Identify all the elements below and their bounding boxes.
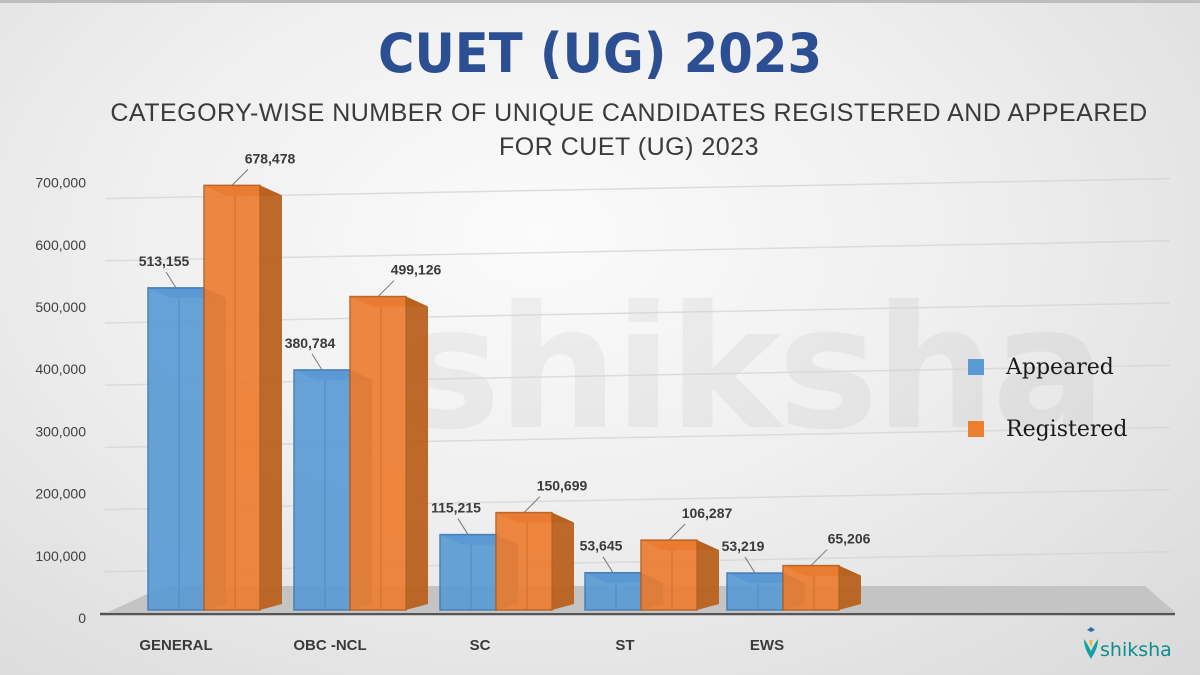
y-tick-label: 0	[78, 610, 86, 626]
x-category-label: GENERAL	[139, 637, 212, 654]
data-label-registered: 65,206	[828, 531, 871, 547]
bar-registered	[349, 295, 428, 611]
data-labels: 513,155 678,478 380,784 499,126 115,215 150,6…	[139, 150, 871, 574]
legend-item-appeared: Appeared	[968, 336, 1127, 398]
data-label-registered: 678,478	[245, 150, 296, 166]
legend-label-registered: Registered	[1006, 416, 1128, 442]
y-tick-label: 300,000	[35, 423, 86, 439]
bar-registered	[782, 564, 861, 611]
chart-subtitle: CATEGORY-WISE NUMBER OF UNIQUE CANDIDATE…	[0, 96, 1200, 164]
x-category-label: ST	[615, 637, 634, 654]
top-rule	[0, 0, 1200, 3]
y-tick-label: 200,000	[35, 486, 86, 502]
legend-swatch-appeared	[968, 359, 984, 375]
data-label-registered: 150,699	[537, 478, 588, 494]
y-tick-label: 700,000	[35, 175, 86, 191]
subtitle-line-2: FOR CUET (UG) 2023	[499, 133, 759, 161]
legend-item-registered: Registered	[968, 398, 1127, 460]
y-tick-label: 500,000	[35, 299, 86, 315]
bar-registered	[640, 539, 719, 611]
legend: Appeared Registered	[968, 336, 1127, 460]
gridlines	[104, 177, 1171, 573]
data-label-appeared: 53,219	[722, 538, 765, 554]
y-tick-label: 600,000	[35, 237, 86, 253]
x-category-label: OBC -NCL	[293, 637, 366, 654]
subtitle-line-1: CATEGORY-WISE NUMBER OF UNIQUE CANDIDATE…	[110, 99, 1148, 127]
data-label-appeared: 513,155	[139, 253, 190, 269]
shiksha-logo: shiksha	[1082, 625, 1172, 661]
data-label-appeared: 380,784	[285, 335, 336, 351]
bar-registered	[203, 184, 282, 611]
x-axis: GENERAL OBC -NCL SC ST EWS	[139, 637, 784, 654]
y-tick-label: 100,000	[35, 548, 86, 564]
x-category-label: SC	[470, 637, 491, 654]
legend-label-appeared: Appeared	[1006, 354, 1114, 380]
shiksha-logo-text: shiksha	[1100, 639, 1172, 661]
y-axis: 0 100,000 200,000 300,000 400,000 500,000 600,…	[35, 175, 86, 626]
data-label-registered: 106,287	[682, 505, 733, 521]
x-category-label: EWS	[750, 637, 784, 654]
legend-swatch-registered	[968, 421, 984, 437]
shiksha-logo-icon	[1084, 627, 1098, 659]
chart-title: CUET (UG) 2023	[377, 22, 823, 85]
data-label-registered: 499,126	[391, 262, 442, 278]
data-label-appeared: 53,645	[580, 538, 623, 554]
bar-registered	[495, 511, 574, 611]
y-tick-label: 400,000	[35, 361, 86, 377]
data-label-appeared: 115,215	[431, 500, 481, 516]
